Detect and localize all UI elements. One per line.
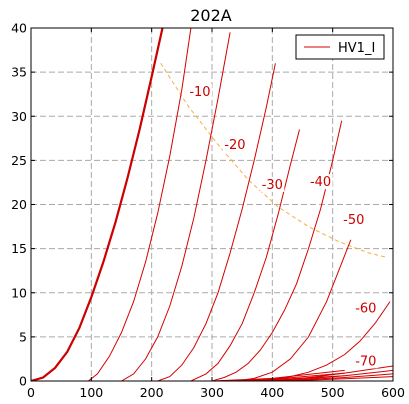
plate-curve	[190, 129, 300, 381]
plate-curve	[236, 239, 352, 381]
chart-title: 202A	[190, 6, 232, 25]
y-tick-label: 40	[11, 21, 27, 36]
plate-curve	[157, 63, 276, 381]
curve-label-bg	[353, 300, 378, 316]
load-line	[160, 63, 388, 258]
curve-label-bg	[353, 353, 378, 369]
plate-curve	[260, 365, 393, 381]
axis-ticks: 0 100 200 300 400 500 600 0 5 10 15 20 25 30 35 40	[11, 21, 405, 401]
curve-labels: -10 -20 -30 -40 -50 -60 -70	[187, 84, 378, 369]
curve-label-bg	[187, 84, 212, 100]
y-tick-label: 25	[11, 153, 27, 168]
curve-label: -10	[189, 85, 210, 100]
y-tick-label: 35	[11, 65, 27, 80]
plate-curve	[87, 28, 192, 381]
x-tick-label: 300	[200, 385, 224, 400]
x-tick-label: 200	[140, 385, 164, 400]
curve-label-bg	[341, 212, 366, 228]
curve-label-bg	[308, 174, 333, 190]
curve-label-bg	[260, 176, 285, 192]
plate-curve	[121, 32, 231, 381]
y-tick-label: 15	[11, 241, 27, 256]
legend: HV1_I	[295, 34, 385, 60]
curve-label: -60	[355, 301, 376, 316]
curve-label: -50	[343, 213, 364, 228]
curve-label: -40	[310, 175, 331, 190]
plate-curve	[31, 28, 164, 381]
x-tick-label: 100	[79, 385, 103, 400]
legend-entry: HV1_I	[338, 41, 375, 56]
curve-label: -30	[262, 178, 283, 193]
plot-frame	[30, 27, 394, 382]
curve-label-bg	[222, 137, 247, 153]
grid	[31, 28, 393, 381]
x-tick-label: 400	[260, 385, 284, 400]
plate-curve	[211, 120, 343, 381]
y-tick-label: 0	[19, 374, 27, 389]
y-tick-label: 10	[11, 285, 27, 300]
x-tick-label: 500	[321, 385, 345, 400]
x-tick-label: 0	[27, 385, 35, 400]
y-tick-label: 30	[11, 109, 27, 124]
y-tick-label: 20	[11, 197, 27, 212]
y-tick-label: 5	[19, 329, 27, 344]
curve-label: -70	[355, 354, 376, 369]
curve-label: -20	[224, 138, 245, 153]
x-tick-label: 600	[381, 385, 405, 400]
